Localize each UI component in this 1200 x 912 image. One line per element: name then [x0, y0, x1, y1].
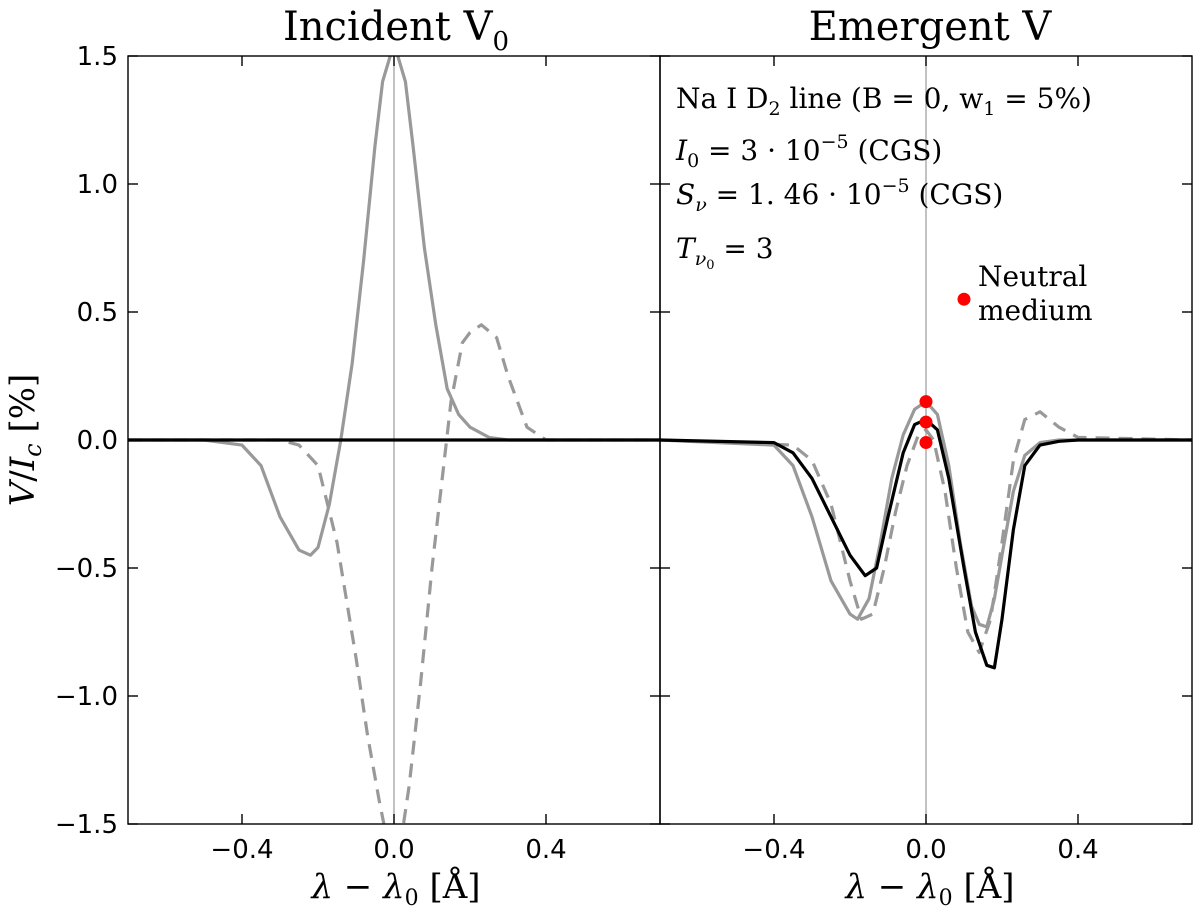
left-panel-title: Incident V0 — [283, 4, 509, 57]
right-panel: −0.4 0.0 0.4 — [659, 55, 1193, 865]
series-emergent-gray-solid — [660, 400, 1192, 629]
right-series-group — [660, 400, 1192, 670]
neutral-medium-label-line-2: medium — [978, 294, 1093, 327]
annotation-line-3: Sν = 1. 46 · 10−5 (CGS) — [676, 175, 1003, 216]
series-emergent-black — [660, 417, 1192, 670]
right-xtick-label-1: 0.0 — [905, 835, 946, 865]
neutral-medium-legend-marker — [957, 292, 971, 306]
annotation-block: Na I D2 line (B = 0, w1 = 5%) I0 = 3 · 1… — [675, 82, 1092, 273]
y-axis-label: V/Ic [%] — [3, 374, 47, 507]
right-xtick-label-2: 0.4 — [1057, 835, 1098, 865]
left-series-group — [128, 56, 660, 824]
series-emergent-gray-dashed — [660, 410, 1192, 655]
annotation-line-2: I0 = 3 · 10−5 (CGS) — [675, 131, 942, 172]
left-panel: −0.4 0.0 0.4 — [127, 55, 661, 865]
right-xtick-label-0: −0.4 — [742, 835, 805, 865]
series-incident-gray-solid — [128, 56, 660, 557]
ytick-label-1: −1.0 — [55, 682, 118, 712]
neutral-medium-point-3 — [919, 436, 933, 450]
ytick-label-0: −1.5 — [55, 810, 118, 840]
left-xtick-label-1: 0.0 — [373, 835, 414, 865]
neutral-medium-point-2 — [919, 415, 933, 429]
ytick-label-6: 1.5 — [77, 42, 118, 72]
left-xtick-label-0: −0.4 — [210, 835, 273, 865]
annotation-line-4: Tν0 = 3 — [676, 232, 774, 273]
ytick-label-3: 0.0 — [77, 426, 118, 456]
neutral-medium-point-1 — [919, 395, 933, 409]
y-tick-labels: −1.5 −1.0 −0.5 0.0 0.5 1.0 1.5 — [55, 42, 118, 840]
ytick-label-4: 0.5 — [77, 298, 118, 328]
x-axis-label-left: λ − λ0 [Å] — [309, 866, 480, 911]
neutral-medium-label-line-1: Neutral — [978, 260, 1087, 293]
x-axis-label-right: λ − λ0 [Å] — [843, 866, 1014, 911]
left-xtick-label-2: 0.4 — [525, 835, 566, 865]
ytick-label-5: 1.0 — [77, 170, 118, 200]
annotation-line-1: Na I D2 line (B = 0, w1 = 5%) — [676, 82, 1092, 120]
right-panel-title: Emergent V — [809, 4, 1053, 50]
ytick-label-2: −0.5 — [55, 554, 118, 584]
